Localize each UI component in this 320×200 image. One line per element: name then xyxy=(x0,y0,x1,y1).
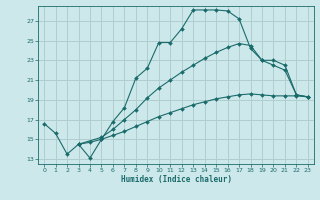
X-axis label: Humidex (Indice chaleur): Humidex (Indice chaleur) xyxy=(121,175,231,184)
